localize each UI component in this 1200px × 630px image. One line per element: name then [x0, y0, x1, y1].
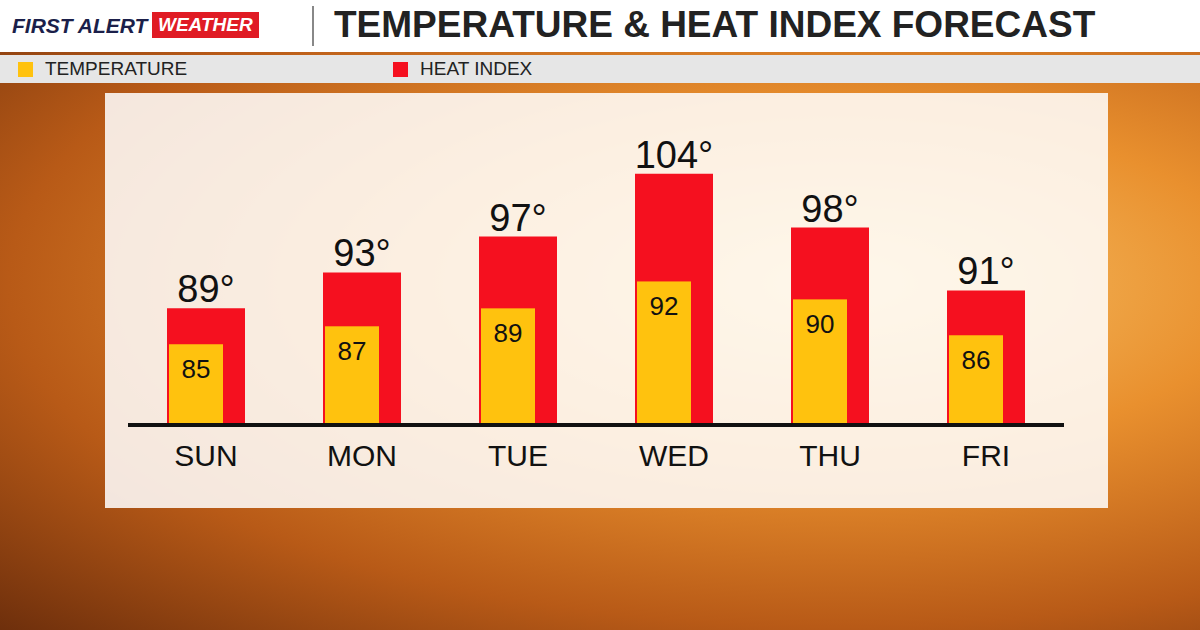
svg-text:SUN: SUN: [174, 439, 237, 472]
svg-text:TUE: TUE: [488, 439, 548, 472]
svg-text:86: 86: [962, 345, 991, 375]
svg-text:MON: MON: [327, 439, 397, 472]
svg-text:FRI: FRI: [962, 439, 1010, 472]
svg-text:97°: 97°: [489, 197, 546, 239]
svg-text:THU: THU: [799, 439, 861, 472]
svg-text:93°: 93°: [333, 232, 390, 274]
html-text:FIRST ALERT: FIRST ALERT: [12, 14, 148, 37]
html-text:HEAT INDEX: HEAT INDEX: [420, 58, 533, 79]
html-text:WEATHER: WEATHER: [158, 14, 253, 35]
svg-text:92: 92: [650, 291, 679, 321]
svg-text:91°: 91°: [957, 250, 1014, 292]
svg-text:85: 85: [182, 354, 211, 384]
html-text:TEMPERATURE & HEAT INDEX FOREC: TEMPERATURE & HEAT INDEX FORECAST: [334, 4, 1096, 45]
svg-text:89: 89: [494, 318, 523, 348]
svg-text:WED: WED: [639, 439, 709, 472]
svg-text:89°: 89°: [177, 268, 234, 310]
svg-text:90: 90: [806, 309, 835, 339]
svg-text:104°: 104°: [635, 134, 714, 176]
svg-text:98°: 98°: [801, 188, 858, 230]
svg-text:87: 87: [338, 336, 367, 366]
html-text:TEMPERATURE: TEMPERATURE: [45, 58, 188, 79]
